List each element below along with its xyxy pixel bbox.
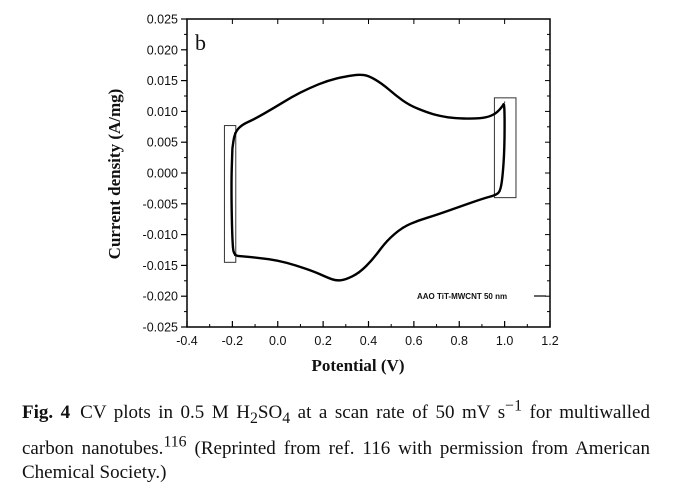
series-point [308, 87, 311, 89]
highlight-box [493, 97, 517, 199]
y-tick-label: 0.020 [147, 43, 178, 57]
series-point [272, 107, 274, 109]
caption-subscript: 2 [249, 410, 258, 428]
y-axis-ticks: 0.025 0.020 0.015 0.010 0.005 0.000 -0.005 -0.0… [143, 13, 550, 335]
x-tick-label: 1.2 [541, 334, 558, 348]
series-point [408, 104, 410, 106]
plot-frame [186, 18, 551, 328]
x-tick-label: -0.2 [222, 334, 244, 348]
highlight-box [223, 125, 237, 263]
series-point [372, 258, 374, 260]
series-point [231, 147, 233, 149]
series-point [295, 264, 297, 266]
series-point [230, 184, 232, 186]
series-point [259, 257, 261, 259]
series-point [504, 101, 506, 103]
series-point [501, 105, 503, 108]
series-point [504, 147, 506, 149]
series-point [386, 240, 388, 242]
y-tick-label: 0.015 [147, 74, 178, 88]
series-point [440, 115, 442, 117]
series-point [358, 272, 361, 274]
y-tick-label: -0.025 [143, 321, 178, 335]
legend: AAO TiT-MWCNT 50 nm [417, 292, 546, 301]
y-tick-label: 0.005 [147, 136, 178, 150]
series-point [501, 178, 503, 180]
series-point [494, 194, 497, 196]
series-point [401, 226, 404, 228]
figure-label: Fig. 4 [22, 402, 71, 424]
panel-label: b [195, 30, 206, 55]
series-point [494, 113, 497, 115]
series-point [313, 270, 315, 273]
x-tick-label: 0.8 [451, 334, 468, 348]
x-tick-label: 0.2 [314, 334, 331, 348]
series-point [458, 206, 460, 208]
series-point [234, 254, 236, 257]
y-tick-label: 0.010 [147, 105, 178, 119]
series-point [417, 219, 420, 222]
y-axis-title: Current density (A/mg) [105, 89, 124, 260]
x-tick-label: 0.6 [405, 334, 422, 348]
series-point [395, 94, 397, 96]
legend-label: AAO TiT-MWCNT 50 nm [417, 292, 507, 301]
series-point [481, 198, 483, 200]
series-point [240, 124, 243, 126]
series-point [254, 118, 256, 120]
highlight-boxes [223, 97, 517, 263]
series-point [381, 83, 383, 85]
series-point [485, 116, 488, 119]
series-point [336, 280, 338, 282]
y-tick-label: -0.020 [143, 290, 178, 304]
caption-text-run: at a scan rate of 50 mV s [290, 402, 506, 424]
y-tick-label: -0.010 [143, 228, 178, 242]
series-point [234, 132, 236, 134]
x-axis-ticks: -0.4 -0.2 0.0 0.2 0.4 0.6 0.8 1.0 1.2 [176, 19, 559, 348]
series-point [454, 117, 456, 119]
series-point [231, 246, 233, 248]
series-point [499, 190, 501, 193]
x-tick-label: -0.4 [176, 334, 198, 348]
x-tick-label: 0.4 [360, 334, 377, 348]
caption-superscript: −1 [505, 398, 522, 415]
caption-text-run: for multiwalled carbon nanotubes. [22, 402, 650, 460]
caption-superscript: 116 [163, 434, 187, 452]
series-point [345, 75, 347, 77]
series-point [472, 118, 474, 120]
caption-text-run: (Reprinted from ref. 116 with permission… [22, 438, 650, 484]
caption-text-run: SO [257, 402, 283, 424]
series-point [426, 112, 429, 114]
caption-text-run: CV plots in 0.5 M H [80, 402, 250, 424]
series-point [358, 73, 361, 76]
caption-text: CV plots in 0.5 M H2SO4 at a scan rate o… [22, 398, 650, 484]
figure-caption: Fig. 4 CV plots in 0.5 M H2SO4 at a scan … [22, 395, 650, 485]
y-tick-label: -0.005 [143, 197, 178, 211]
series-point [290, 96, 292, 98]
y-tick-label: 0.000 [147, 167, 178, 181]
series-point [345, 278, 347, 281]
x-tick-label: 0.0 [269, 334, 286, 348]
x-axis-title: Potential (V) [311, 356, 404, 375]
series-line [230, 73, 506, 282]
series-point [367, 75, 370, 77]
series-point [327, 277, 329, 279]
series-point [240, 255, 243, 257]
cv-chart: 0.025 0.020 0.015 0.010 0.005 0.000 -0.005 -0.0… [105, 13, 559, 376]
x-tick-label: 1.0 [496, 334, 513, 348]
series-layer [230, 73, 506, 282]
caption-subscript: 4 [282, 410, 291, 428]
series-point [277, 259, 279, 262]
y-tick-label: 0.025 [147, 13, 178, 27]
series-point [327, 80, 329, 82]
series-point [435, 214, 438, 216]
y-tick-label: -0.015 [143, 259, 178, 273]
